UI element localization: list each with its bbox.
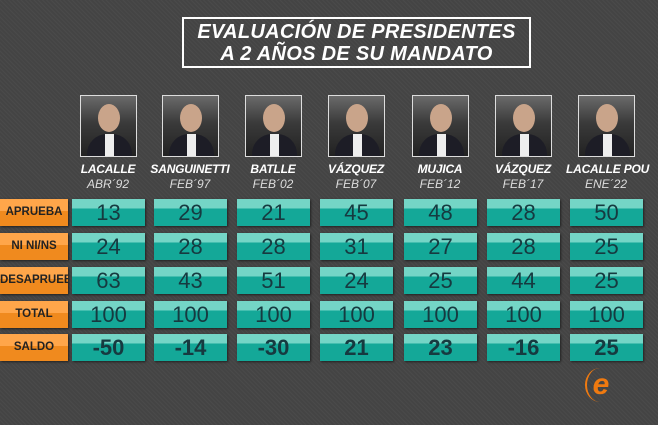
title-line-1: EVALUACIÓN DE PRESIDENTES <box>197 21 516 43</box>
data-cell: 100 <box>404 301 477 328</box>
data-cell: 31 <box>320 233 393 260</box>
row-label: DESAPRUEBA <box>0 267 68 294</box>
column-name: VÁZQUEZ <box>328 162 384 176</box>
column-name: VÁZQUEZ <box>495 162 551 176</box>
data-cell: 21 <box>237 199 310 226</box>
column-date: ABR´92 <box>86 177 130 191</box>
data-cell: 43 <box>154 267 227 294</box>
column-date: ENE´22 <box>584 177 628 191</box>
president-photo <box>328 95 385 157</box>
channel-logo: e <box>585 368 615 402</box>
row-label: NI NI/NS <box>0 233 68 260</box>
row-label: SALDO <box>0 334 68 361</box>
data-cell: 21 <box>320 334 393 361</box>
president-photo <box>80 95 137 157</box>
title-line-2: A 2 AÑOS DE SU MANDATO <box>220 43 493 65</box>
data-cell: 25 <box>404 267 477 294</box>
data-cell: 28 <box>487 199 560 226</box>
column-name: MUJICA <box>417 162 463 176</box>
data-cell: 51 <box>237 267 310 294</box>
data-cell: 25 <box>570 267 643 294</box>
data-cell: 23 <box>404 334 477 361</box>
data-cell: 28 <box>154 233 227 260</box>
data-cell: -50 <box>72 334 145 361</box>
data-cell: 28 <box>487 233 560 260</box>
data-cell: 25 <box>570 233 643 260</box>
row-label: APRUEBA <box>0 199 68 226</box>
column-date: FEB´02 <box>252 177 294 191</box>
column-name: SANGUINETTI <box>150 162 230 176</box>
data-cell: 100 <box>154 301 227 328</box>
data-cell: 100 <box>320 301 393 328</box>
data-cell: 48 <box>404 199 477 226</box>
president-photo <box>578 95 635 157</box>
column-name: BATLLE <box>250 162 296 176</box>
president-photo <box>412 95 469 157</box>
president-photo <box>245 95 302 157</box>
data-cell: 29 <box>154 199 227 226</box>
data-cell: 50 <box>570 199 643 226</box>
data-cell: 13 <box>72 199 145 226</box>
data-cell: 28 <box>237 233 310 260</box>
data-cell: 44 <box>487 267 560 294</box>
chart-title: EVALUACIÓN DE PRESIDENTES A 2 AÑOS DE SU… <box>182 17 531 68</box>
data-cell: 27 <box>404 233 477 260</box>
column-date: FEB´12 <box>419 177 461 191</box>
column-name: LACALLE POU <box>566 162 650 176</box>
data-cell: 100 <box>570 301 643 328</box>
data-cell: -16 <box>487 334 560 361</box>
president-photo <box>162 95 219 157</box>
data-cell: 24 <box>72 233 145 260</box>
data-cell: 100 <box>487 301 560 328</box>
data-cell: 45 <box>320 199 393 226</box>
column-date: FEB´07 <box>335 177 377 191</box>
data-cell: 24 <box>320 267 393 294</box>
president-photo <box>495 95 552 157</box>
data-cell: 100 <box>72 301 145 328</box>
data-cell: 25 <box>570 334 643 361</box>
data-cell: 100 <box>237 301 310 328</box>
column-name: LACALLE <box>80 162 136 176</box>
data-cell: 63 <box>72 267 145 294</box>
column-date: FEB´17 <box>502 177 544 191</box>
column-date: FEB´97 <box>169 177 211 191</box>
data-cell: -14 <box>154 334 227 361</box>
row-label: TOTAL <box>0 301 68 328</box>
data-cell: -30 <box>237 334 310 361</box>
